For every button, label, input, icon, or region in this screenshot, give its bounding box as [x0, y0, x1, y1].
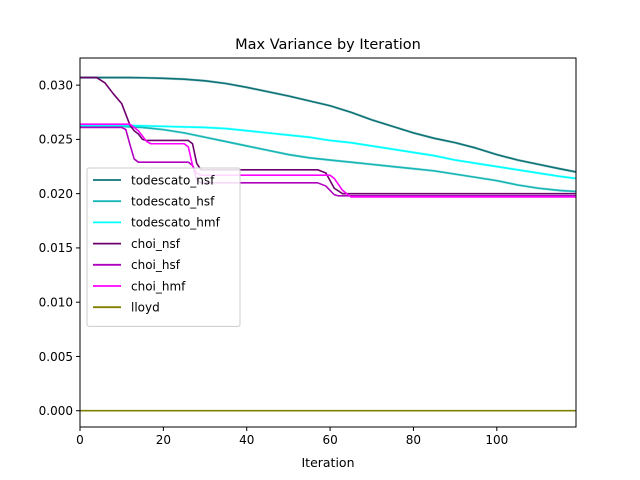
legend-label: todescato_hsf	[131, 195, 215, 209]
plot-area	[80, 58, 576, 427]
legend-box	[86, 167, 241, 327]
chart-title: Max Variance by Iteration	[235, 37, 421, 53]
series-choi_hmf	[80, 123, 576, 198]
x-tick-label: 60	[322, 433, 337, 447]
y-tick-label: 0.000	[39, 404, 73, 418]
x-tick-label: 40	[239, 433, 254, 447]
y-tick-label: 0.005	[39, 350, 73, 364]
y-tick-label: 0.030	[39, 78, 73, 92]
series-line-choi_hmf	[80, 123, 576, 198]
series-line-todescato_hsf	[80, 125, 576, 193]
series-line-todescato_nsf	[80, 76, 576, 173]
y-tick-label: 0.020	[39, 187, 73, 201]
series-todescato_hsf	[80, 125, 576, 193]
legend-item-todescato_nsf: todescato_nsf	[93, 173, 215, 187]
x-tick-label: 20	[156, 433, 171, 447]
legend-label: choi_hsf	[131, 258, 181, 272]
y-tick-label: 0.015	[39, 241, 73, 255]
legend-label: choi_nsf	[131, 237, 181, 251]
legend-item-choi_nsf: choi_nsf	[93, 237, 181, 251]
x-tick-label: 100	[485, 433, 508, 447]
legend-item-choi_hmf: choi_hmf	[93, 279, 186, 293]
x-tick-label: 80	[406, 433, 421, 447]
x-axis-label: Iteration	[301, 455, 354, 470]
legend-label: todescato_nsf	[131, 173, 215, 187]
legend: todescato_nsf todescato_hsf todescato_hmfc…	[86, 167, 241, 327]
y-tick-label: 0.025	[39, 133, 73, 147]
legend-item-choi_hsf: choi_hsf	[93, 258, 181, 272]
series-line-todescato_hmf	[80, 124, 576, 180]
series-todescato_hmf	[80, 123, 576, 180]
legend-item-todescato_hmf: todescato_hmf	[93, 216, 221, 230]
legend-label: choi_hmf	[131, 279, 186, 293]
y-axis: 0.000 0.005 0.010 0.015 0.020 0.025 0.030	[39, 78, 80, 418]
x-axis: 0 20 40 60 80 100	[76, 427, 508, 447]
legend-label: lloyd	[131, 301, 160, 315]
y-tick-label: 0.010	[39, 295, 73, 309]
x-tick-label: 0	[76, 433, 84, 447]
legend-item-lloyd: lloyd	[93, 301, 160, 315]
series-layer	[80, 76, 576, 412]
legend-item-todescato_hsf: todescato_hsf	[93, 195, 215, 209]
series-band-todescato_hsf	[80, 125, 576, 193]
series-todescato_nsf	[80, 76, 576, 174]
legend-label: todescato_hmf	[131, 216, 221, 230]
plot-frame	[79, 57, 577, 428]
